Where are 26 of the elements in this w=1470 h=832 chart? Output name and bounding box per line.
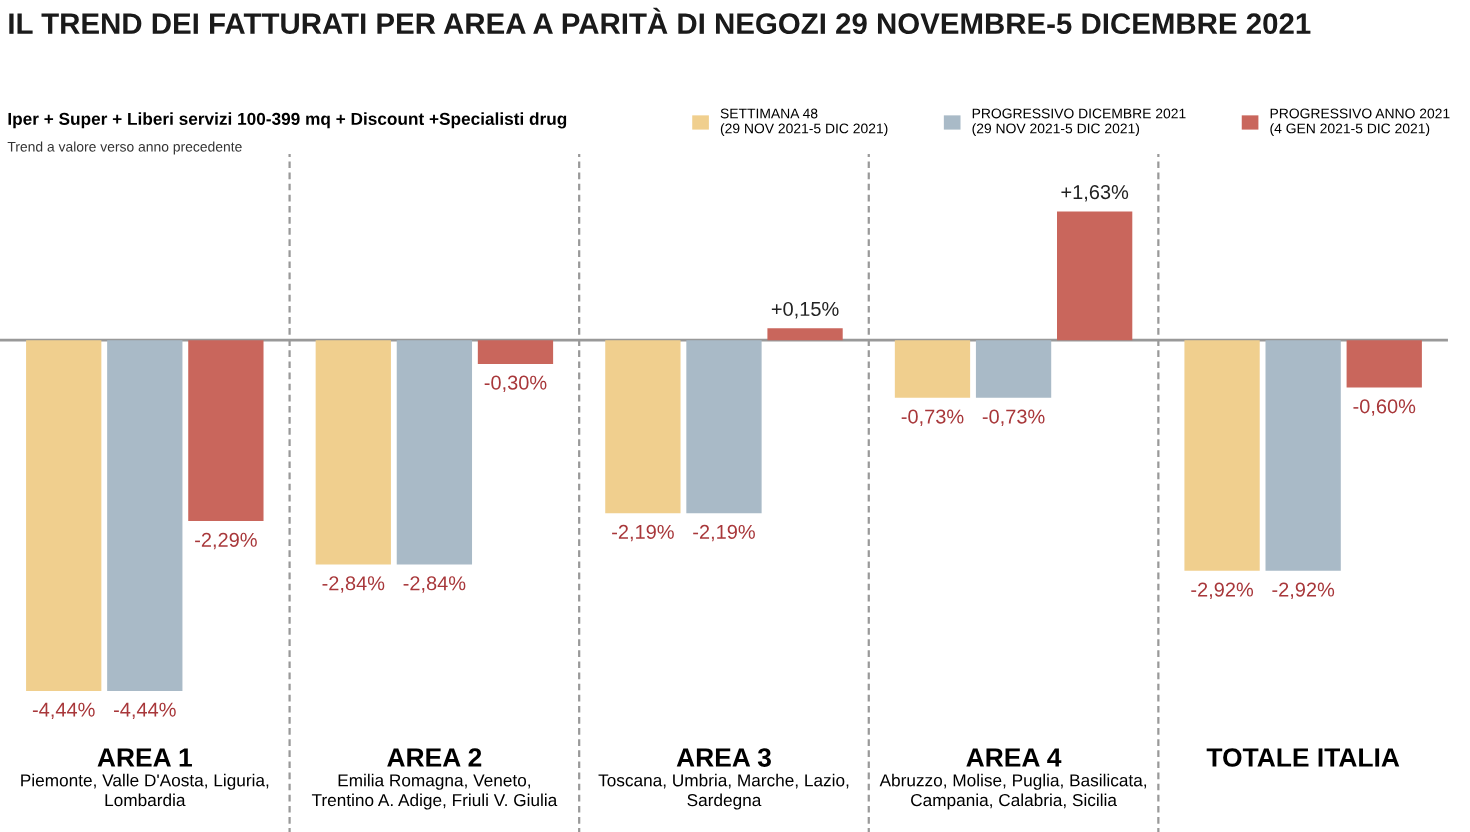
chart-subtitle: Iper + Super + Liberi servizi 100-399 mq + Discount +Specialisti drug <box>8 112 567 129</box>
x-tick-label: AREA 3 <box>676 748 771 767</box>
data-label: -0,60% <box>1353 399 1416 416</box>
x-tick-label: AREA 1 <box>97 748 192 767</box>
x-tick-label: TOTALE ITALIA <box>1206 748 1400 767</box>
data-label: -4,44% <box>114 702 176 720</box>
data-label: -2,19% <box>693 524 755 542</box>
data-label: -2,29% <box>195 532 257 550</box>
data-label: -2,92% <box>1191 582 1254 600</box>
x-tick-label: AREA 2 <box>387 748 482 767</box>
data-label: -0,73% <box>901 409 964 427</box>
data-label: +1,63% <box>1061 185 1129 202</box>
data-label: +0,15% <box>771 301 839 319</box>
text: Piemonte, Valle D'Aosta, Liguria, Lombardia <box>21 773 269 807</box>
data-label: -0,30% <box>484 375 547 393</box>
data-label: -4,44% <box>32 702 95 720</box>
data-label: -2,84% <box>322 576 385 593</box>
text: Emilia Romagna, Veneto, Trentino A. Adige, Friuli V. Giulia <box>311 773 558 810</box>
chart-title: IL TREND DEI FATTURATI PER AREA A PARITÀ DI NEGOZI 29 NOVEMBRE-5 DICEMBRE 2021 <box>9 7 1311 35</box>
text: Abruzzo, Molise, Puglia, Basilicata, Campania, Calabria, Sicilia <box>879 773 1147 810</box>
data-label: -0,73% <box>982 409 1045 427</box>
data-label: -2,84% <box>403 576 466 593</box>
data-label: -2,92% <box>1272 582 1335 600</box>
data-label: -2,19% <box>612 524 674 542</box>
text: Toscana, Umbria, Marche, Lazio, Sardegna <box>598 773 849 810</box>
x-tick-label: AREA 4 <box>966 748 1062 767</box>
